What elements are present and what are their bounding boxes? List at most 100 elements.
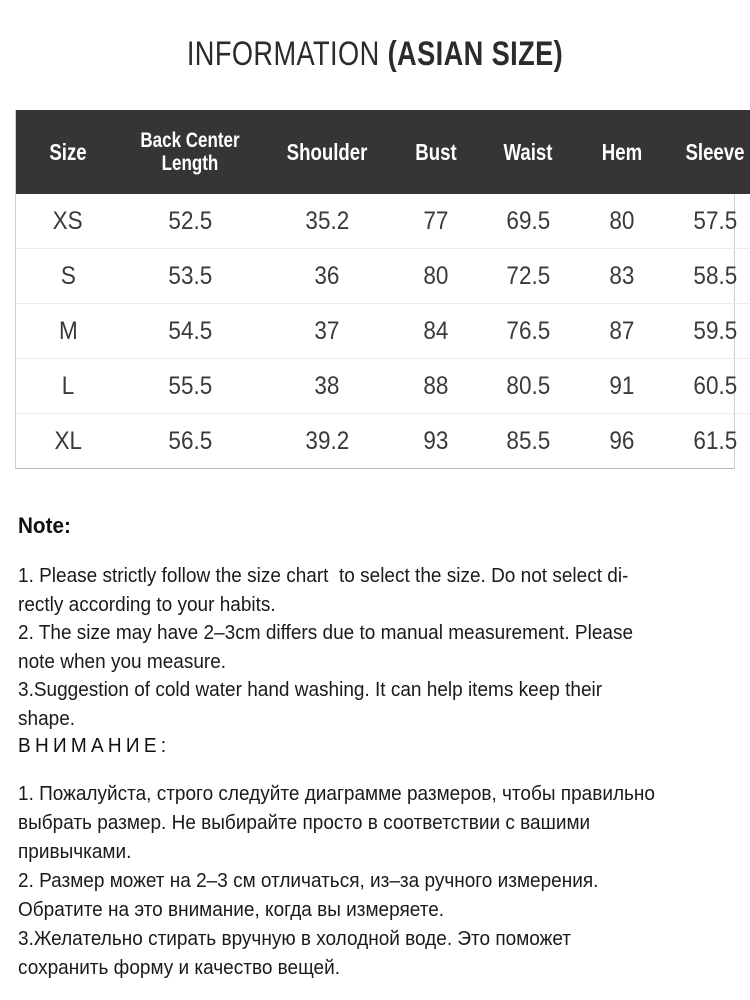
cell-waist-value: 80.5 bbox=[506, 371, 550, 400]
cell-bust-value: 84 bbox=[423, 316, 449, 345]
notes-russian-body: 1. Пожалуйста, строго следуйте диаграмме… bbox=[18, 783, 655, 979]
cell-waist-value: 76.5 bbox=[506, 316, 550, 345]
cell-size: M bbox=[16, 303, 120, 359]
column-header-shoulder-label: Shoulder bbox=[286, 138, 368, 165]
notes-english-body: 1. Please strictly follow the size chart… bbox=[18, 565, 634, 730]
cell-waist-value: 85.5 bbox=[506, 426, 550, 455]
cell-hem-value: 91 bbox=[609, 371, 635, 400]
cell-size-value: XL bbox=[54, 426, 82, 455]
cell-sleeve: 58.5 bbox=[666, 248, 750, 304]
cell-back-center-length: 56.5 bbox=[120, 413, 260, 468]
size-chart-table-wrapper: Size Back Center Length Shoulder Bust Wa… bbox=[15, 110, 750, 469]
table-header: Size Back Center Length Shoulder Bust Wa… bbox=[16, 110, 750, 194]
cell-hem: 80 bbox=[578, 194, 666, 249]
column-header-back-center-length-line1: Back Center bbox=[140, 129, 240, 152]
cell-back-center-length: 53.5 bbox=[120, 248, 260, 304]
column-header-sleeve: Sleeve bbox=[670, 110, 750, 194]
table-row: S 53.5 36 80 72.5 83 58.5 bbox=[16, 248, 750, 304]
table-header-row: Size Back Center Length Shoulder Bust Wa… bbox=[16, 110, 750, 194]
notes-english: Note: 1. Please strictly follow the size… bbox=[18, 512, 732, 733]
cell-waist: 76.5 bbox=[478, 303, 578, 359]
cell-hem: 91 bbox=[578, 358, 666, 414]
cell-back-center-length-value: 56.5 bbox=[168, 426, 212, 455]
cell-sleeve-value: 58.5 bbox=[693, 261, 737, 290]
cell-size-value: XS bbox=[52, 206, 84, 235]
column-header-size: Size bbox=[20, 110, 116, 194]
cell-shoulder: 39.2 bbox=[260, 413, 394, 468]
cell-sleeve: 57.5 bbox=[666, 194, 750, 249]
column-header-back-center-length: Back Center Length bbox=[126, 110, 255, 194]
table-row: L 55.5 38 88 80.5 91 60.5 bbox=[16, 358, 750, 414]
notes-russian-heading: ВНИМАНИЕ: bbox=[18, 735, 171, 757]
column-header-bust-label: Bust bbox=[415, 138, 457, 165]
cell-back-center-length-value: 54.5 bbox=[168, 316, 212, 345]
cell-back-center-length-value: 53.5 bbox=[168, 261, 212, 290]
cell-bust-value: 77 bbox=[423, 206, 449, 235]
cell-waist: 72.5 bbox=[478, 248, 578, 304]
cell-shoulder-value: 35.2 bbox=[305, 206, 349, 235]
cell-hem: 83 bbox=[578, 248, 666, 304]
cell-back-center-length-value: 52.5 bbox=[168, 206, 212, 235]
cell-sleeve: 59.5 bbox=[666, 303, 750, 359]
cell-bust: 84 bbox=[394, 303, 478, 359]
page-title-light: INFORMATION bbox=[186, 35, 388, 73]
cell-back-center-length: 52.5 bbox=[120, 194, 260, 249]
page-title-bold: (ASIAN SIZE) bbox=[387, 35, 564, 73]
column-header-size-label: Size bbox=[49, 138, 87, 165]
cell-waist: 80.5 bbox=[478, 358, 578, 414]
cell-bust: 77 bbox=[394, 194, 478, 249]
cell-bust: 88 bbox=[394, 358, 478, 414]
table-row: XS 52.5 35.2 77 69.5 80 57.5 bbox=[16, 194, 750, 249]
column-header-waist: Waist bbox=[482, 110, 574, 194]
cell-sleeve-value: 61.5 bbox=[693, 426, 737, 455]
cell-hem-value: 96 bbox=[609, 426, 635, 455]
cell-hem-value: 80 bbox=[609, 206, 635, 235]
column-header-hem-label: Hem bbox=[601, 138, 643, 165]
cell-waist: 85.5 bbox=[478, 413, 578, 468]
table-row: M 54.5 37 84 76.5 87 59.5 bbox=[16, 303, 750, 359]
cell-waist-value: 69.5 bbox=[506, 206, 550, 235]
cell-hem: 96 bbox=[578, 413, 666, 468]
column-header-hem: Hem bbox=[582, 110, 663, 194]
cell-sleeve-value: 60.5 bbox=[693, 371, 737, 400]
cell-shoulder-value: 37 bbox=[314, 316, 340, 345]
cell-hem: 87 bbox=[578, 303, 666, 359]
cell-hem-value: 83 bbox=[609, 261, 635, 290]
cell-back-center-length: 54.5 bbox=[120, 303, 260, 359]
cell-waist: 69.5 bbox=[478, 194, 578, 249]
cell-back-center-length: 55.5 bbox=[120, 358, 260, 414]
cell-sleeve-value: 59.5 bbox=[693, 316, 737, 345]
cell-sleeve: 61.5 bbox=[666, 413, 750, 468]
cell-bust-value: 80 bbox=[423, 261, 449, 290]
cell-size-value: L bbox=[61, 371, 75, 400]
cell-size: L bbox=[16, 358, 120, 414]
cell-shoulder-value: 38 bbox=[314, 371, 340, 400]
cell-bust-value: 88 bbox=[423, 371, 449, 400]
cell-shoulder: 35.2 bbox=[260, 194, 394, 249]
cell-sleeve: 60.5 bbox=[666, 358, 750, 414]
table-row: XL 56.5 39.2 93 85.5 96 61.5 bbox=[16, 413, 750, 468]
cell-bust-value: 93 bbox=[423, 426, 449, 455]
page-title: INFORMATION (ASIAN SIZE) bbox=[75, 32, 675, 76]
cell-size: XL bbox=[16, 413, 120, 468]
cell-bust: 93 bbox=[394, 413, 478, 468]
column-header-bust: Bust bbox=[397, 110, 474, 194]
column-header-back-center-length-line2: Length bbox=[161, 152, 219, 175]
column-header-sleeve-label: Sleeve bbox=[685, 138, 745, 165]
cell-shoulder-value: 39.2 bbox=[305, 426, 349, 455]
cell-shoulder: 37 bbox=[260, 303, 394, 359]
cell-shoulder: 36 bbox=[260, 248, 394, 304]
cell-back-center-length-value: 55.5 bbox=[168, 371, 212, 400]
cell-shoulder: 38 bbox=[260, 358, 394, 414]
table-body: XS 52.5 35.2 77 69.5 80 57.5 S 53.5 36 8… bbox=[16, 194, 750, 468]
cell-bust: 80 bbox=[394, 248, 478, 304]
cell-shoulder-value: 36 bbox=[314, 261, 340, 290]
notes-english-heading: Note: bbox=[18, 513, 71, 538]
cell-size: XS bbox=[16, 194, 120, 249]
cell-waist-value: 72.5 bbox=[506, 261, 550, 290]
size-chart-table: Size Back Center Length Shoulder Bust Wa… bbox=[16, 110, 750, 468]
cell-size-value: S bbox=[60, 261, 76, 290]
cell-size: S bbox=[16, 248, 120, 304]
cell-hem-value: 87 bbox=[609, 316, 635, 345]
